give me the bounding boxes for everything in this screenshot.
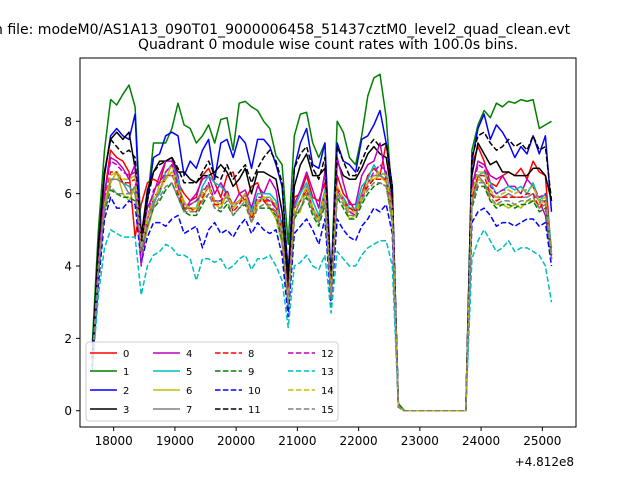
x-tick-label: 18000 — [95, 434, 133, 448]
series-line-4 — [91, 142, 553, 412]
series-line-11 — [91, 131, 553, 412]
y-tick-label: 4 — [64, 260, 72, 274]
legend-label-7: 7 — [186, 405, 192, 416]
legend-label-0: 0 — [123, 349, 129, 360]
legend-label-9: 9 — [248, 367, 254, 378]
y-tick-label: 2 — [64, 332, 72, 346]
series-line-9 — [91, 182, 553, 412]
legend-label-1: 1 — [123, 367, 129, 378]
legend-label-2: 2 — [123, 386, 129, 397]
x-axis-offset-label: +4.812e8 — [515, 455, 574, 469]
legend-label-6: 6 — [186, 386, 192, 397]
x-tick-label: 20000 — [217, 434, 255, 448]
y-tick-label: 0 — [64, 404, 72, 418]
x-tick-label: 19000 — [156, 434, 194, 448]
x-tick-label: 21000 — [278, 434, 316, 448]
x-axis: 18000 19000 20000 21000 22000 23000 24000 25000 — [95, 427, 561, 448]
y-tick-label: 6 — [64, 187, 72, 201]
legend-label-5: 5 — [186, 367, 192, 378]
legend-label-4: 4 — [186, 349, 192, 360]
series-line-14 — [91, 171, 553, 412]
series-line-15 — [91, 182, 553, 412]
series-line-1 — [91, 73, 552, 412]
series-line-10 — [91, 196, 553, 412]
x-tick-label: 22000 — [340, 434, 378, 448]
series-line-12 — [91, 160, 553, 412]
x-tick-label: 23000 — [401, 434, 439, 448]
legend-label-11: 11 — [248, 405, 261, 416]
x-tick-label: 24000 — [462, 434, 500, 448]
x-tick-label: 25000 — [523, 434, 561, 448]
legend-label-15: 15 — [321, 405, 334, 416]
legend-box — [85, 341, 339, 422]
legend-label-14: 14 — [321, 386, 334, 397]
legend-label-8: 8 — [248, 349, 254, 360]
y-axis: 0 2 4 6 8 — [64, 115, 80, 418]
series-layer — [91, 73, 553, 412]
series-line-13 — [91, 229, 553, 412]
figure-suptitle: n file: modeM0/AS1A13_090T01_9000006458_… — [0, 22, 571, 38]
legend-label-13: 13 — [321, 367, 334, 378]
legend-label-12: 12 — [321, 349, 334, 360]
chart-title: Quadrant 0 module wise count rates with … — [138, 37, 518, 53]
plot-frame — [79, 57, 577, 428]
y-tick-label: 8 — [64, 115, 72, 129]
legend-label-3: 3 — [123, 405, 129, 416]
legend-label-10: 10 — [248, 386, 261, 397]
